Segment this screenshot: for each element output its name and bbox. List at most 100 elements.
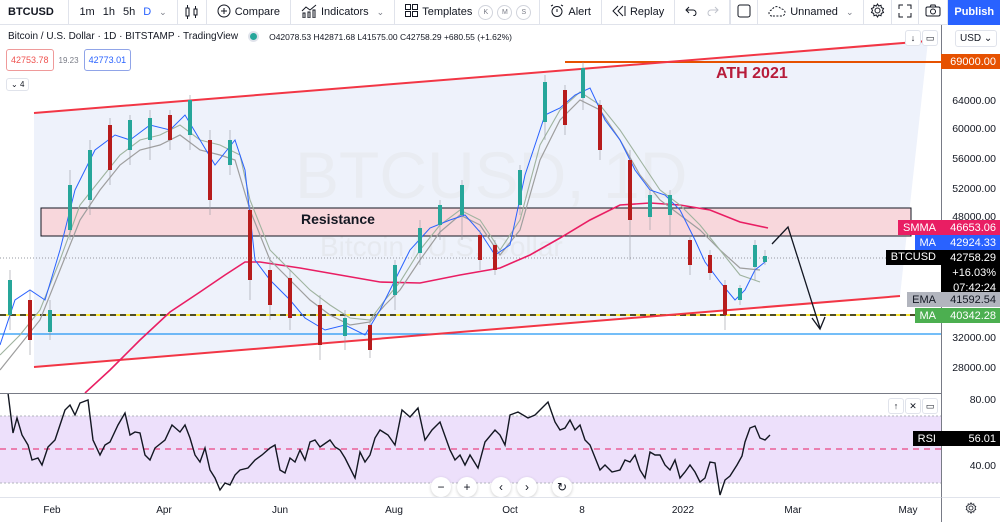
ath-price-tag: 69000.00 <box>941 54 1000 69</box>
settings-button[interactable] <box>864 0 893 25</box>
candles-icon <box>184 5 200 19</box>
channel-upper-line[interactable] <box>33 40 929 114</box>
channel-lower-line[interactable] <box>33 295 901 368</box>
gear-icon <box>870 3 885 21</box>
zoom-out-button[interactable]: − <box>431 477 451 497</box>
indicators-dropdown-icon[interactable]: ⌄ <box>376 6 385 17</box>
indicators-button[interactable]: Indicators ⌄ <box>291 0 396 25</box>
btcusd-price-tag: BTCUSD 42758.29 +16.03% 07:42:24 <box>885 250 1000 297</box>
rsi-move-up-button[interactable]: ↑ <box>888 398 904 414</box>
templates-icon <box>405 4 419 20</box>
projection-arrow[interactable] <box>771 225 821 329</box>
time-tick: 8 <box>579 505 585 516</box>
ath-annotation[interactable]: ATH 2021 <box>716 65 788 82</box>
time-tick: Jun <box>271 505 289 516</box>
templates-button[interactable]: Templates <box>401 4 476 20</box>
layout-button[interactable]: Unnamed ⌄ <box>758 0 865 25</box>
spread-value: 19.23 <box>58 55 79 65</box>
time-tick: 2022 <box>671 505 695 516</box>
redo-icon[interactable] <box>707 6 719 19</box>
trade-buttons: 42753.78 19.23 42773.01 <box>6 49 132 71</box>
alert-button[interactable]: Alert <box>540 0 602 25</box>
scroll-left-button[interactable]: ‹ <box>491 477 511 497</box>
price-tick: 52000.00 <box>952 183 996 195</box>
interval-d[interactable]: D <box>143 6 152 18</box>
rsi-close-button[interactable]: ✕ <box>905 398 921 414</box>
time-axis[interactable]: Feb Apr Jun Aug Oct 8 2022 Mar May <box>0 497 941 522</box>
pane-separator[interactable] <box>0 393 1000 394</box>
compare-button[interactable]: Compare <box>207 0 291 25</box>
interval-1m[interactable]: 1m <box>79 6 95 18</box>
resistance-annotation[interactable]: Resistance <box>301 211 375 227</box>
camera-icon <box>925 4 941 20</box>
symbol-description[interactable]: Bitcoin / U.S. Dollar · 1D · BITSTAMP · … <box>8 31 239 42</box>
template-slot-m[interactable]: M <box>497 4 513 20</box>
alert-label: Alert <box>568 6 591 18</box>
time-tick: May <box>898 505 918 516</box>
layout-name: Unnamed <box>790 6 838 18</box>
interval-5h[interactable]: 5h <box>122 6 136 18</box>
indicators-collapse-button[interactable]: ⌄ 4 <box>6 78 30 91</box>
layout-dropdown-icon[interactable]: ⌄ <box>845 6 854 17</box>
main-chart-pane[interactable]: BTCUSD, 1D Bitcoin / U.S. Dollar <box>0 25 941 393</box>
time-tick: Oct <box>502 505 518 516</box>
ma-fast-price-tag: MA 42924.33 <box>914 235 1000 250</box>
symbol-label: BTCUSD <box>8 6 54 18</box>
ma-slow-price-tag: MA 40342.28 <box>914 308 1000 323</box>
rsi-canvas <box>0 394 941 496</box>
rsi-value-tag: RSI 56.01 <box>912 431 1000 446</box>
chart-legend: Bitcoin / U.S. Dollar · 1D · BITSTAMP · … <box>8 31 512 42</box>
template-slot-s[interactable]: S <box>516 4 532 20</box>
rsi-maximize-button[interactable]: ▭ <box>922 398 938 414</box>
time-tick: Apr <box>156 505 172 516</box>
undo-icon[interactable] <box>685 6 697 19</box>
resistance-zone[interactable] <box>40 207 912 237</box>
scroll-to-realtime-button[interactable]: ↓ <box>905 30 921 46</box>
cloud-icon <box>768 5 786 20</box>
fullscreen-toggle-button[interactable] <box>730 0 759 25</box>
alarm-clock-icon <box>550 4 564 21</box>
fullscreen-button[interactable] <box>892 0 920 25</box>
indicators-count: 4 <box>19 80 25 89</box>
market-status-icon <box>250 33 258 40</box>
price-tick: 28000.00 <box>952 362 996 374</box>
time-tick: Aug <box>385 505 403 516</box>
price-tick: 56000.00 <box>952 153 996 165</box>
interval-1h[interactable]: 1h <box>102 6 115 18</box>
interval-group: 1m 1h 5h D ⌄ <box>69 0 178 25</box>
ohlc-values: O42078.53 H42871.68 L41575.00 C42758.29 … <box>269 31 513 42</box>
publish-button[interactable]: Publish <box>948 0 1000 25</box>
price-tick: 32000.00 <box>952 332 996 344</box>
price-tick: 60000.00 <box>952 123 996 135</box>
ema-price-tag: EMA 41592.54 <box>907 292 1000 307</box>
axis-settings-button[interactable] <box>941 497 1000 522</box>
template-slot-k[interactable]: K <box>478 4 494 20</box>
maximize-pane-button[interactable]: ▭ <box>922 30 938 46</box>
templates-label: Templates <box>422 6 473 18</box>
snapshot-button[interactable] <box>919 0 949 25</box>
interval-dropdown-icon[interactable]: ⌄ <box>159 6 167 17</box>
gear-icon <box>965 501 977 519</box>
indicators-icon <box>301 4 317 21</box>
zoom-in-button[interactable]: + <box>457 477 477 497</box>
time-tick: Mar <box>784 505 802 516</box>
replay-label: Replay <box>629 6 665 18</box>
chart-type-button[interactable] <box>178 0 207 25</box>
scroll-right-button[interactable]: › <box>517 477 537 497</box>
square-icon <box>737 4 751 21</box>
expand-icon <box>898 4 912 21</box>
reset-chart-button[interactable]: ↻ <box>552 477 572 497</box>
symbol-search-button[interactable]: BTCUSD <box>0 0 70 25</box>
rsi-line <box>7 394 771 496</box>
buy-button[interactable]: 42773.01 <box>83 49 132 71</box>
templates-group: Templates K M S <box>395 0 541 25</box>
watermark-symbol: BTCUSD, 1D <box>295 138 687 212</box>
price-chart-canvas: BTCUSD, 1D Bitcoin / U.S. Dollar <box>0 40 941 393</box>
currency-selector[interactable]: USD ⌄ <box>955 30 998 47</box>
replay-button[interactable]: Replay <box>602 0 676 25</box>
ma-fast-line <box>0 87 766 346</box>
rsi-pane[interactable]: ↑ ✕ ▭ <box>0 394 941 497</box>
currency-label: USD <box>960 33 982 44</box>
sell-button[interactable]: 42753.78 <box>6 49 54 71</box>
